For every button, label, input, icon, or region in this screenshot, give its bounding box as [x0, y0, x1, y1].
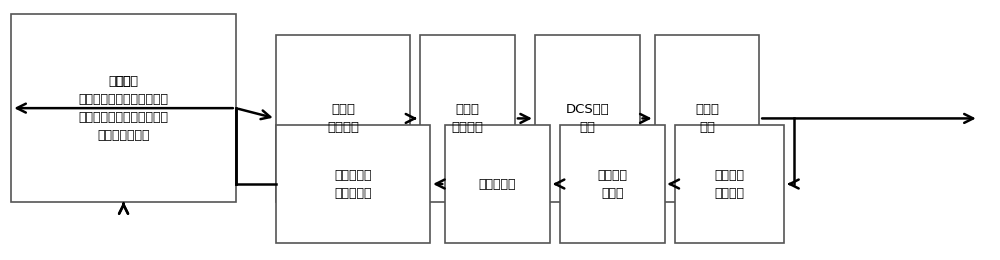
FancyBboxPatch shape — [655, 35, 759, 202]
Text: 元素在线
分析仪: 元素在线 分析仪 — [597, 168, 627, 199]
Text: 最小二乘法: 最小二乘法 — [479, 178, 516, 191]
FancyBboxPatch shape — [11, 14, 236, 202]
Text: 生料磨
系统: 生料磨 系统 — [695, 103, 719, 134]
Text: 水泥各
原料配比: 水泥各 原料配比 — [452, 103, 484, 134]
Text: 输入参数
（样本水泥各原料氧化物成
份含量、生料目标率值、求
解约束条件等）: 输入参数 （样本水泥各原料氧化物成 份含量、生料目标率值、求 解约束条件等） — [79, 75, 169, 142]
Text: 非线性
规划求解: 非线性 规划求解 — [327, 103, 359, 134]
FancyBboxPatch shape — [445, 125, 550, 243]
FancyBboxPatch shape — [535, 35, 640, 202]
FancyBboxPatch shape — [420, 35, 515, 202]
FancyBboxPatch shape — [675, 125, 784, 243]
FancyBboxPatch shape — [276, 125, 430, 243]
FancyBboxPatch shape — [560, 125, 665, 243]
Text: 更新: 更新 — [116, 75, 132, 88]
FancyBboxPatch shape — [276, 35, 410, 202]
Text: 水泥各原料
氧化物成份: 水泥各原料 氧化物成份 — [334, 168, 372, 199]
Text: 生料样本
自动送检: 生料样本 自动送检 — [714, 168, 744, 199]
Text: DCS喂料
系统: DCS喂料 系统 — [565, 103, 609, 134]
